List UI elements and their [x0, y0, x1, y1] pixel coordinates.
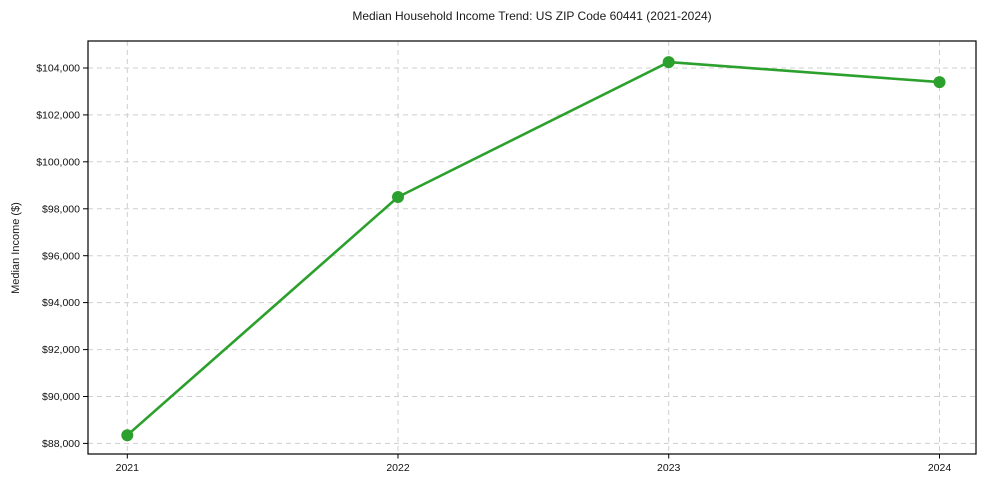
y-tick-label: $88,000: [42, 438, 80, 450]
y-tick-label: $90,000: [42, 391, 80, 403]
plot-frame: [87, 40, 977, 455]
y-tick-label: $92,000: [42, 344, 80, 356]
data-point-2021: [121, 429, 134, 442]
data-point-2023: [662, 56, 675, 69]
y-tick-label: $94,000: [42, 297, 80, 309]
data-point-2022: [392, 191, 404, 203]
data-point-2024: [933, 76, 946, 89]
chart-title: Median Household Income Trend: US ZIP Co…: [352, 9, 712, 23]
y-tick-label: $102,000: [36, 110, 80, 122]
x-tick-label: 2021: [116, 462, 140, 474]
y-tick-label: $96,000: [42, 250, 80, 262]
x-tick-label: 2024: [928, 462, 952, 474]
trend-line: [126, 60, 941, 437]
y-tick-label: $104,000: [36, 63, 80, 75]
x-tick-label: 2022: [386, 462, 410, 474]
x-tick-label: 2023: [657, 462, 681, 474]
y-tick-label: $100,000: [36, 156, 80, 168]
y-tick-label: $98,000: [42, 203, 80, 215]
